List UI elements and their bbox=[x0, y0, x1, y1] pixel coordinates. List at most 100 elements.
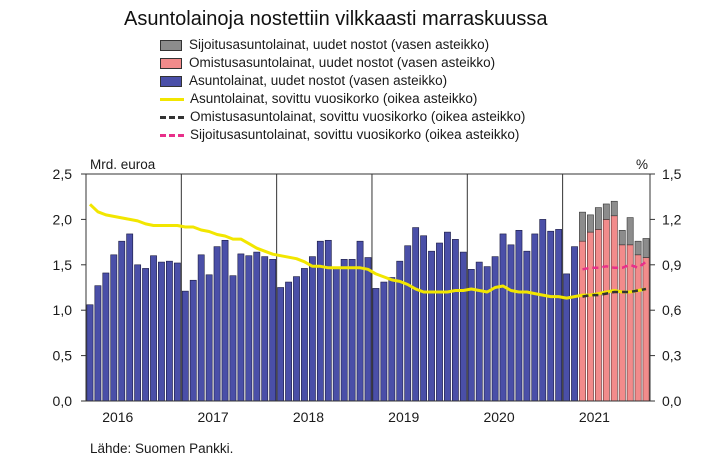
bar-asuntolainat bbox=[356, 240, 364, 402]
right-axis-tick-label: 1,5 bbox=[662, 166, 682, 182]
bar-asuntolainat bbox=[237, 253, 245, 402]
bar-asuntolainat bbox=[531, 233, 539, 402]
bar-omistusasuntolainat bbox=[634, 254, 642, 402]
x-axis-year-label: 2021 bbox=[579, 409, 610, 425]
bar-asuntolainat bbox=[444, 231, 451, 402]
bar-asuntolainat bbox=[372, 288, 380, 402]
source-note: Lähde: Suomen Pankki. bbox=[90, 441, 234, 456]
legend-swatch-sijoitus-bars bbox=[160, 39, 182, 51]
bar-sijoitusasuntolainat bbox=[626, 217, 634, 246]
bar-asuntolainat bbox=[277, 287, 285, 402]
bar-omistusasuntolainat bbox=[602, 219, 610, 402]
legend-swatch-asunto-bars bbox=[160, 75, 182, 87]
legend-label-asunto-rate: Asuntolainat, sovittu vuosikorko (oikea … bbox=[190, 91, 478, 106]
bar-omistusasuntolainat bbox=[642, 257, 650, 402]
bar-asuntolainat bbox=[142, 268, 149, 402]
bar-asuntolainat bbox=[189, 279, 197, 402]
bar-omistusasuntolainat bbox=[579, 240, 586, 402]
bar-asuntolainat bbox=[110, 254, 118, 402]
legend-line-sijoitus-rate bbox=[160, 133, 184, 137]
x-axis-year-label: 2019 bbox=[388, 409, 419, 425]
bar-asuntolainat bbox=[451, 239, 459, 402]
right-axis-tick-label: 0,0 bbox=[662, 393, 682, 409]
chart-title: Asuntolainoja nostettiin vilkkaasti marr… bbox=[124, 8, 548, 30]
legend-item-asunto-rate: Asuntolainat, sovittu vuosikorko (oikea … bbox=[160, 90, 525, 108]
bar-asuntolainat bbox=[308, 256, 316, 402]
bar-asuntolainat bbox=[364, 257, 372, 402]
bar-sijoitusasuntolainat bbox=[587, 214, 594, 233]
bar-asuntolainat bbox=[134, 264, 142, 402]
x-axis-year-label: 2020 bbox=[483, 409, 514, 425]
right-axis-tick-label: 0,9 bbox=[662, 257, 682, 273]
bar-sijoitusasuntolainat bbox=[610, 200, 618, 217]
bar-asuntolainat bbox=[388, 277, 396, 402]
bar-asuntolainat bbox=[245, 255, 253, 402]
left-axis-tick-label: 0,5 bbox=[53, 348, 73, 364]
bar-omistusasuntolainat bbox=[587, 231, 594, 402]
bar-asuntolainat bbox=[332, 267, 340, 402]
legend-item-sijoitus-bars: Sijoitusasuntolainat, uudet nostot (vase… bbox=[160, 36, 525, 54]
x-axis-year-label: 2018 bbox=[293, 409, 324, 425]
line-asuntolainat-korko bbox=[88, 203, 647, 300]
bar-asuntolainat bbox=[404, 245, 412, 402]
left-axis-tick-label: 2,0 bbox=[53, 211, 73, 227]
bar-asuntolainat bbox=[555, 229, 563, 402]
bar-asuntolainat bbox=[515, 229, 523, 402]
bar-asuntolainat bbox=[380, 281, 388, 402]
bar-asuntolainat bbox=[213, 246, 221, 402]
left-axis-tick-label: 2,5 bbox=[53, 166, 73, 182]
bar-asuntolainat bbox=[269, 259, 277, 402]
bar-asuntolainat bbox=[563, 273, 570, 402]
bar-asuntolainat bbox=[483, 266, 491, 402]
bar-sijoitusasuntolainat bbox=[594, 207, 602, 230]
legend-item-asunto-bars: Asuntolainat, uudet nostot (vasen asteik… bbox=[160, 72, 525, 90]
legend-item-sijoitus-rate: Sijoitusasuntolainat, sovittu vuosikorko… bbox=[160, 126, 525, 144]
x-axis-year-label: 2017 bbox=[198, 409, 229, 425]
bar-omistusasuntolainat bbox=[626, 244, 634, 402]
legend: Sijoitusasuntolainat, uudet nostot (vase… bbox=[160, 36, 525, 144]
line-sijoitusasuntolainat-korko bbox=[582, 260, 647, 271]
bar-asuntolainat bbox=[86, 304, 94, 402]
bar-asuntolainat bbox=[459, 251, 467, 402]
bar-asuntolainat bbox=[166, 260, 173, 402]
bar-asuntolainat bbox=[150, 255, 157, 402]
line-omistusasuntolainat-korko bbox=[582, 287, 647, 298]
bar-asuntolainat bbox=[340, 259, 348, 402]
bar-asuntolainat bbox=[253, 251, 261, 402]
right-axis-tick-label: 0,3 bbox=[662, 348, 682, 364]
bar-sijoitusasuntolainat bbox=[602, 203, 610, 220]
bar-omistusasuntolainat bbox=[594, 229, 602, 402]
bar-asuntolainat bbox=[261, 256, 269, 402]
bar-asuntolainat bbox=[436, 242, 443, 402]
bar-asuntolainat bbox=[285, 281, 292, 402]
bar-asuntolainat bbox=[173, 262, 181, 402]
right-axis-tick-label: 1,2 bbox=[662, 211, 682, 227]
bar-asuntolainat bbox=[301, 268, 308, 402]
bar-asuntolainat bbox=[475, 261, 483, 402]
bar-asuntolainat bbox=[221, 239, 229, 402]
bar-asuntolainat bbox=[547, 230, 555, 402]
bar-asuntolainat bbox=[428, 250, 435, 402]
plot-border bbox=[85, 173, 651, 402]
bar-asuntolainat bbox=[507, 244, 515, 402]
left-axis-tick-label: 0,0 bbox=[53, 393, 73, 409]
bar-asuntolainat bbox=[205, 274, 213, 402]
bar-asuntolainat bbox=[539, 219, 547, 402]
bar-omistusasuntolainat bbox=[610, 215, 618, 402]
bar-asuntolainat bbox=[197, 254, 205, 402]
legend-label-sijoitus-bars: Sijoitusasuntolainat, uudet nostot (vase… bbox=[189, 37, 490, 52]
bar-asuntolainat bbox=[499, 233, 507, 402]
bar-sijoitusasuntolainat bbox=[618, 229, 626, 246]
bar-asuntolainat bbox=[229, 275, 237, 402]
bar-asuntolainat bbox=[420, 235, 428, 402]
bar-asuntolainat bbox=[293, 276, 300, 402]
legend-swatch-omistus-bars bbox=[160, 57, 182, 69]
bar-sijoitusasuntolainat bbox=[634, 240, 642, 256]
bar-asuntolainat bbox=[102, 272, 110, 402]
bar-asuntolainat bbox=[181, 290, 189, 402]
legend-item-omistus-bars: Omistusasuntolainat, uudet nostot (vasen… bbox=[160, 54, 525, 72]
right-axis-tick-label: 0,6 bbox=[662, 302, 682, 318]
left-axis-tick-label: 1,0 bbox=[53, 302, 73, 318]
bar-asuntolainat bbox=[158, 261, 165, 402]
bar-sijoitusasuntolainat bbox=[642, 238, 650, 258]
